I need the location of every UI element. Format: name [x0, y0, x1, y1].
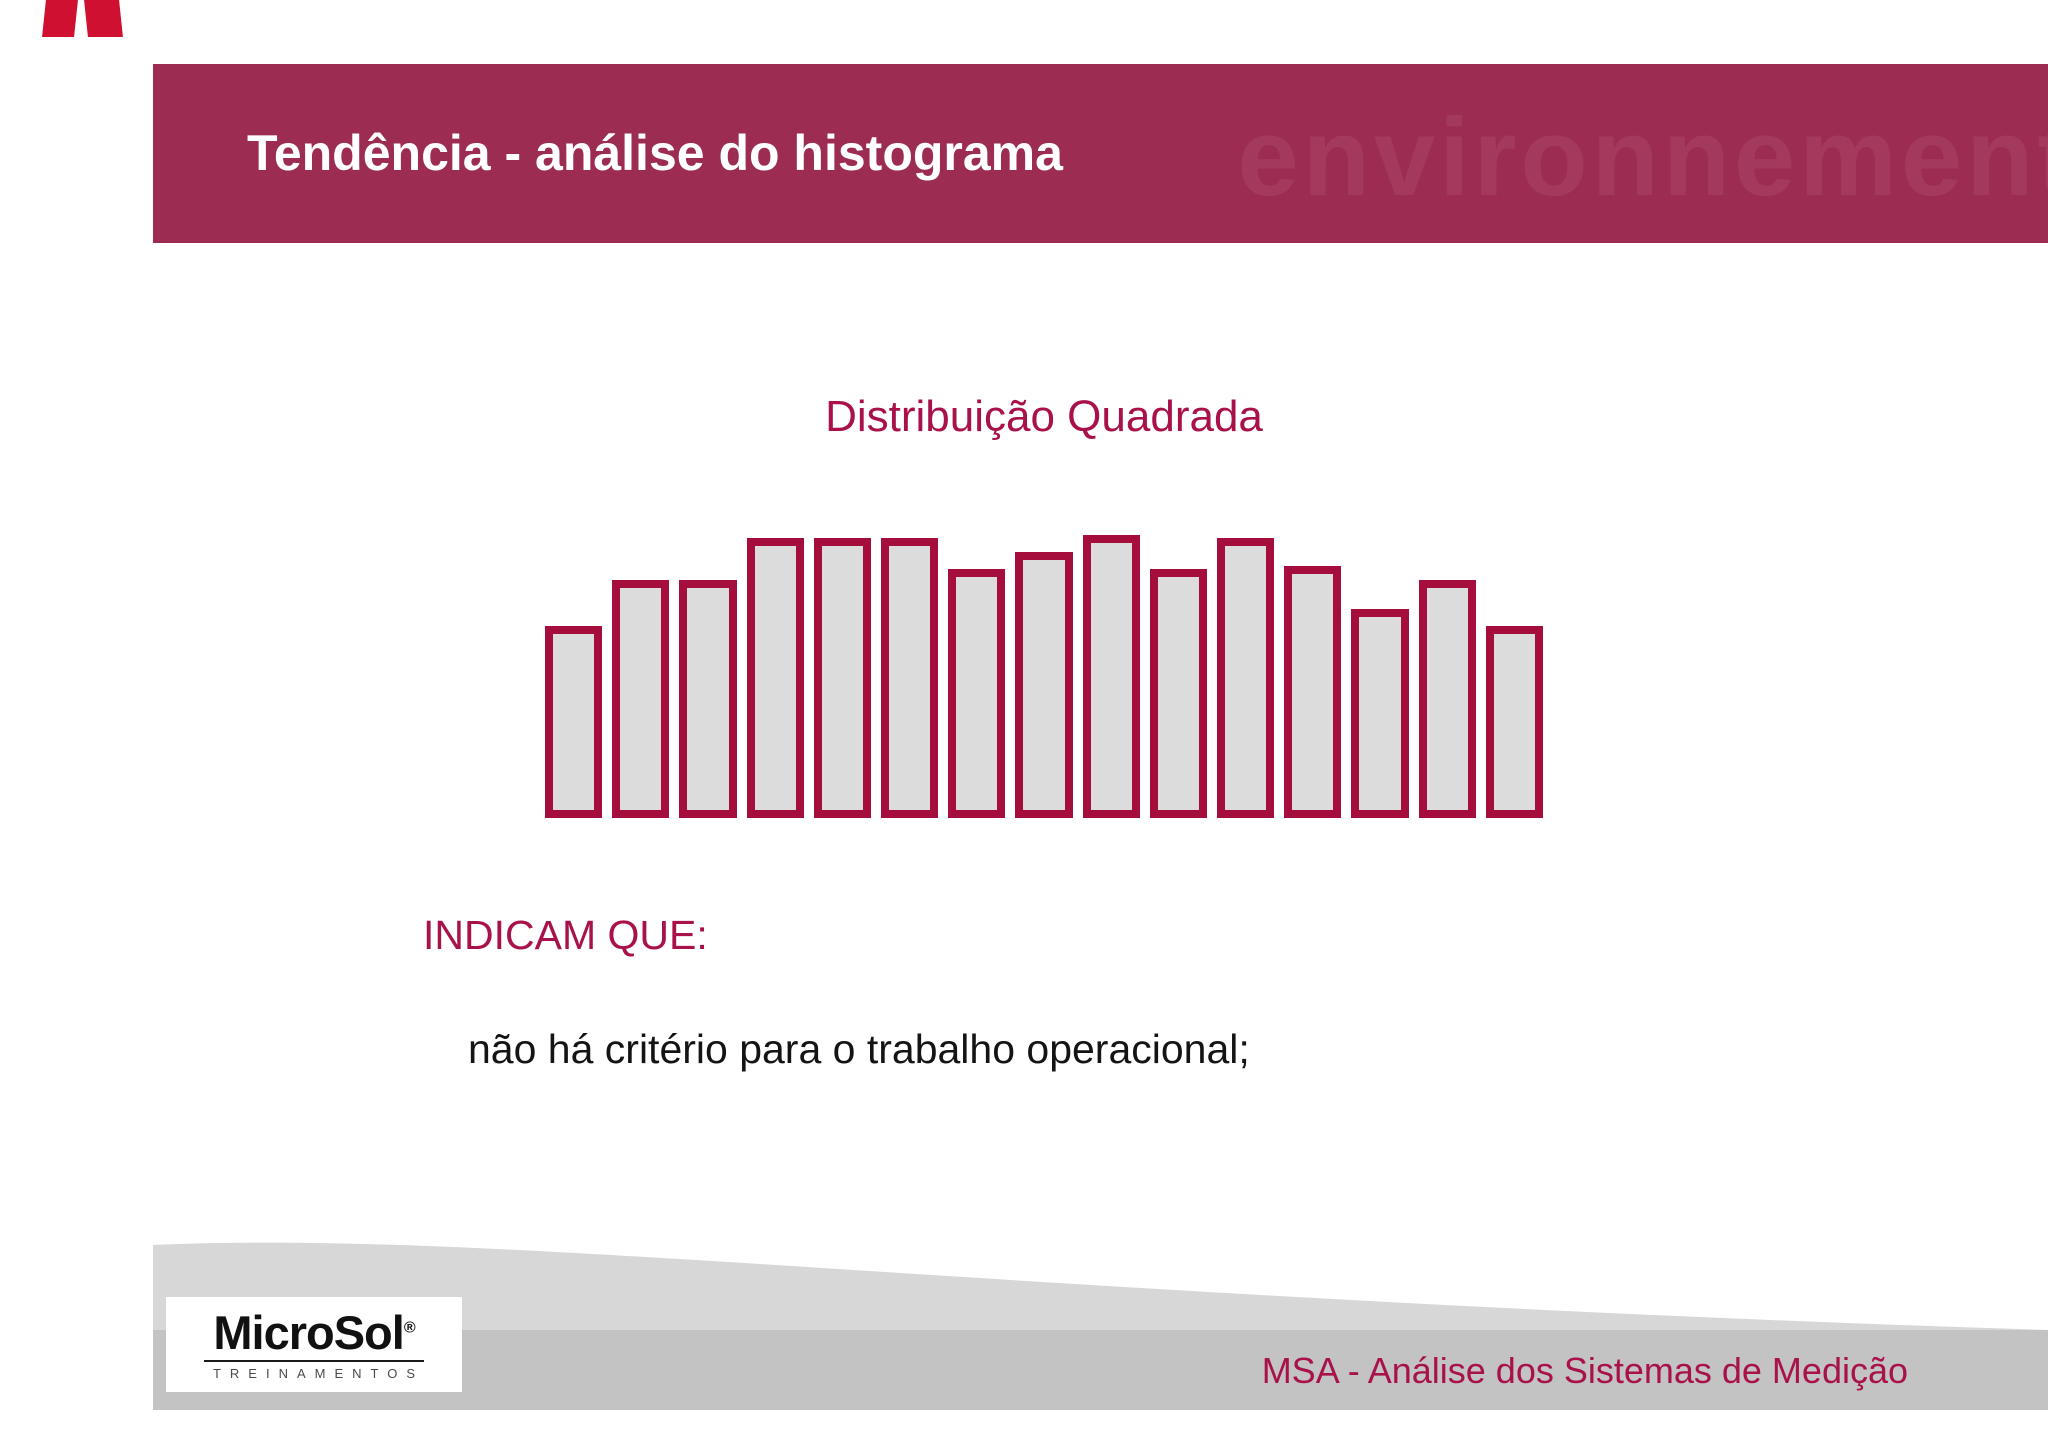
indicam-heading: INDICAM QUE:	[423, 912, 708, 958]
histogram-bar	[881, 538, 939, 818]
footer-swoosh	[153, 1242, 2048, 1410]
histogram-bar	[1485, 626, 1544, 818]
logo-name: MicroSol®	[213, 1305, 416, 1359]
histogram-bars	[545, 535, 1544, 818]
body-text: não há critério para o trabalho operacio…	[468, 1026, 1250, 1072]
histogram-bar	[1418, 580, 1476, 818]
histogram-bar	[948, 569, 1006, 818]
histogram-bar	[1217, 538, 1275, 818]
logo-name-text: MicroSol	[213, 1305, 404, 1359]
histogram-bar	[813, 538, 872, 818]
chart-title: Distribuição Quadrada	[825, 392, 1263, 441]
footer-text: MSA - Análise dos Sistemas de Medição	[1261, 1350, 1908, 1391]
corner-mark-right	[84, 0, 123, 37]
histogram-bar	[1015, 552, 1073, 818]
histogram-bar	[1149, 569, 1208, 818]
histogram-bar	[679, 580, 737, 818]
slide-header: environnement Tendência - análise do his…	[153, 64, 2048, 243]
histogram-bar	[612, 580, 670, 818]
microsol-logo: MicroSol® TREINAMENTOS	[166, 1297, 462, 1392]
histogram-bar	[1284, 566, 1342, 818]
histogram-bar	[1082, 535, 1140, 818]
histogram-bar	[545, 626, 603, 818]
slide-title: Tendência - análise do histograma	[247, 124, 1063, 181]
logo-subtitle: TREINAMENTOS	[203, 1359, 425, 1381]
histogram-bar	[746, 538, 804, 818]
registered-mark: ®	[403, 1318, 416, 1336]
corner-mark-left	[42, 0, 78, 37]
histogram-bar	[1351, 609, 1409, 818]
header-watermark: environnement	[1237, 96, 2048, 219]
